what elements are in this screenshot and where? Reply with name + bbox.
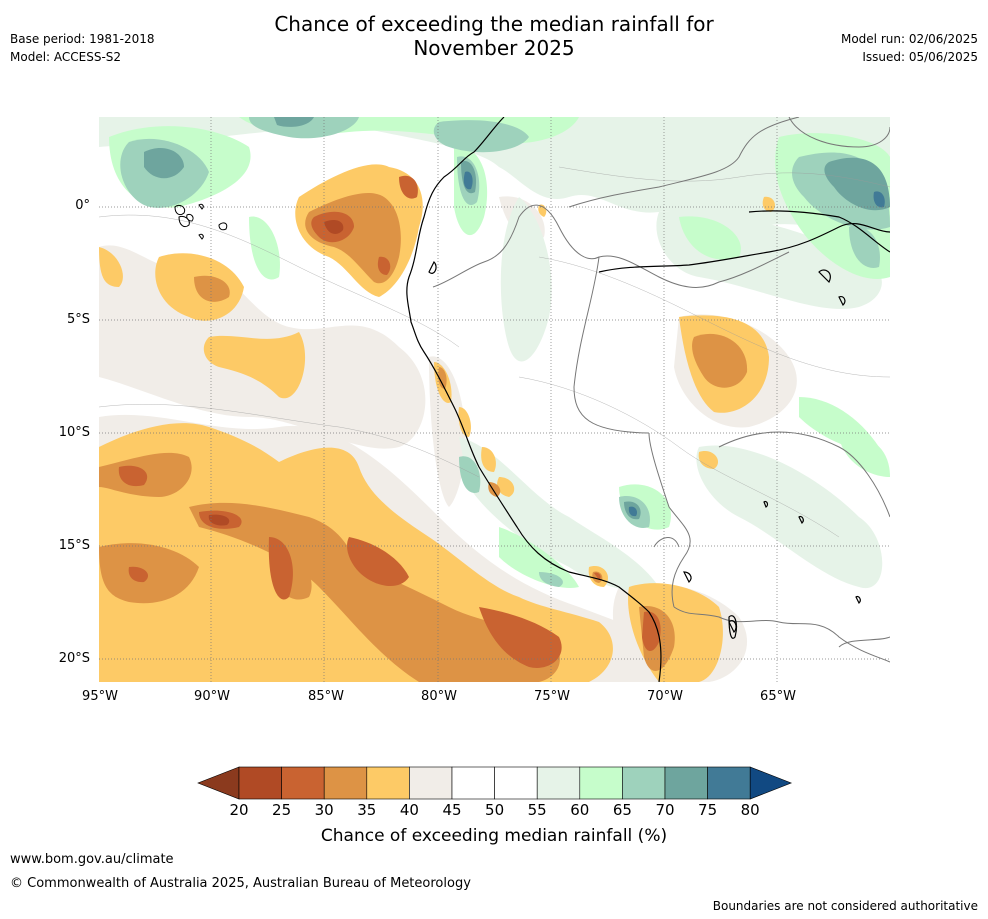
colorbar-cell (323, 766, 368, 800)
colorbar-under-triangle (197, 766, 240, 800)
website-link[interactable]: www.bom.gov.au/climate (10, 852, 174, 867)
lon-label-95w: 95°W (82, 689, 118, 704)
coastline (406, 117, 890, 682)
colorbar-tick-label: 45 (442, 801, 462, 819)
colorbar (197, 766, 793, 800)
lon-label-85w: 85°W (308, 689, 344, 704)
blue-shading (463, 171, 885, 517)
colorbar-cell (536, 766, 581, 800)
dark-orange-shading (118, 175, 661, 668)
lon-label-75w: 75°W (534, 689, 570, 704)
copyright-text: © Commonwealth of Australia 2025, Austra… (10, 876, 471, 891)
colorbar-cell (664, 766, 708, 800)
darkest-orange-shading (208, 219, 344, 526)
base-period-text: Base period: 1981-2018 (10, 32, 155, 46)
lon-label-70w: 70°W (647, 689, 683, 704)
issued-text: Issued: 05/06/2025 (862, 50, 978, 64)
colorbar-tick-label: 65 (612, 801, 632, 819)
colorbar-tick-label: 70 (655, 801, 675, 819)
colorbar-cell (451, 766, 495, 800)
disclaimer-text: Boundaries are not considered authoritat… (712, 899, 978, 913)
colorbar-tick-label: 60 (570, 801, 590, 819)
colorbar-tick-label: 35 (357, 801, 377, 819)
lat-label-5s: 5°S (66, 312, 90, 327)
title-line-1: Chance of exceeding the median rainfall … (274, 12, 714, 36)
lon-label-65w: 65°W (760, 689, 796, 704)
map-canvas (99, 117, 890, 682)
lat-label-0: 0° (75, 198, 90, 213)
colorbar-cell (622, 766, 666, 800)
colorbar-cell (238, 766, 282, 800)
colorbar-tick-label: 25 (272, 801, 292, 819)
lon-label-80w: 80°W (421, 689, 457, 704)
graticule (99, 117, 890, 682)
colorbar-cell (707, 766, 751, 800)
colorbar-tick-label: 30 (314, 801, 334, 819)
lat-label-10s: 10°S (58, 425, 90, 440)
colorbar-tick-label: 50 (485, 801, 505, 819)
colorbar-tick-label: 75 (698, 801, 718, 819)
galapagos-islands (174, 203, 228, 240)
colorbar-cell (281, 766, 325, 800)
colorbar-tick-label: 80 (740, 801, 760, 819)
colorbar-cell (366, 766, 410, 800)
colorbar-cell (579, 766, 623, 800)
title-line-2: November 2025 (413, 36, 575, 60)
map-title: Chance of exceeding the median rainfall … (200, 12, 788, 60)
lat-label-20s: 20°S (58, 651, 90, 666)
lon-label-90w: 90°W (194, 689, 230, 704)
colorbar-tick-label: 55 (527, 801, 547, 819)
model-text: Model: ACCESS-S2 (10, 50, 122, 64)
model-run-text: Model run: 02/06/2025 (840, 32, 978, 46)
colorbar-label: Chance of exceeding median rainfall (%) (320, 826, 668, 846)
colorbar-tick-label: 40 (399, 801, 419, 819)
colorbar-cell (409, 766, 453, 800)
colorbar-cell (494, 766, 538, 800)
colorbar-tick-label: 20 (229, 801, 249, 819)
colorbar-over-triangle (749, 766, 793, 800)
lat-label-15s: 15°S (58, 538, 90, 553)
country-borders (432, 117, 890, 663)
rainfall-map[interactable] (99, 117, 890, 682)
